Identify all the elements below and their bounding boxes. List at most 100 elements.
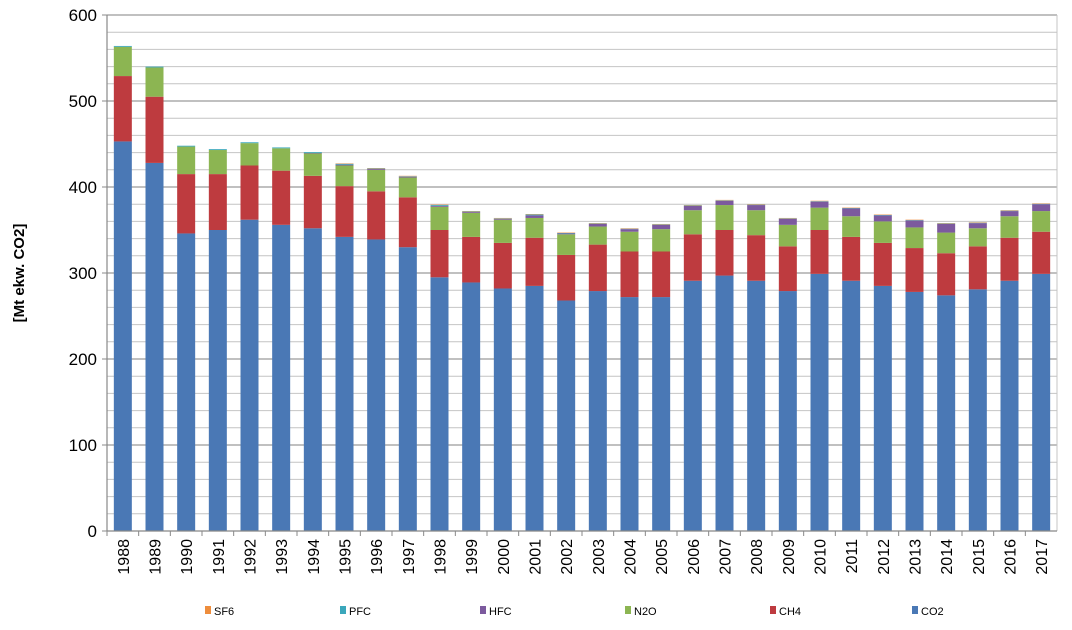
bar-co2-2013 — [906, 292, 924, 531]
x-tick-label: 2008 — [749, 539, 766, 575]
x-tick-label: 2003 — [591, 539, 608, 575]
bar-hfc-2014 — [937, 224, 955, 233]
x-tick-label: 1994 — [306, 539, 323, 575]
bar-n2o-1996 — [367, 170, 385, 192]
bar-hfc-2012 — [874, 215, 892, 221]
bar-co2-1989 — [146, 163, 164, 531]
bar-ch4-2005 — [652, 252, 670, 298]
bar-co2-1996 — [367, 239, 385, 531]
bar-n2o-1998 — [431, 207, 449, 230]
bar-ch4-2008 — [747, 235, 765, 281]
bar-co2-2014 — [937, 295, 955, 531]
bar-ch4-2010 — [811, 230, 829, 274]
bar-co2-2012 — [874, 286, 892, 531]
x-tick-label: 1993 — [274, 539, 291, 575]
bar-n2o-2015 — [969, 228, 987, 246]
bar-n2o-2007 — [716, 205, 734, 230]
y-tick-label: 0 — [88, 522, 97, 541]
x-tick-label: 1999 — [464, 539, 481, 575]
bar-co2-2011 — [842, 281, 860, 531]
bar-n2o-2000 — [494, 220, 512, 243]
bar-ch4-2012 — [874, 243, 892, 286]
bar-co2-2016 — [1001, 281, 1019, 531]
legend-swatch-co2 — [912, 606, 918, 614]
bar-ch4-2011 — [842, 237, 860, 281]
bar-co2-1993 — [272, 225, 290, 531]
legend-swatch-sf6 — [205, 606, 211, 614]
bar-n2o-2006 — [684, 210, 702, 234]
x-tick-label: 2016 — [1003, 539, 1020, 575]
bar-ch4-2003 — [589, 245, 607, 291]
bar-ch4-1997 — [399, 197, 417, 247]
bar-co2-2004 — [621, 297, 639, 531]
legend-label-hfc: HFC — [489, 606, 512, 618]
bar-n2o-1991 — [209, 150, 227, 174]
x-tick-label: 2013 — [908, 539, 925, 575]
bar-ch4-1988 — [114, 76, 132, 141]
bar-ch4-1990 — [177, 174, 195, 233]
legend-label-co2: CO2 — [921, 606, 944, 618]
bar-ch4-1996 — [367, 191, 385, 239]
bar-co2-2003 — [589, 291, 607, 531]
y-axis-label: [Mt ekw. CO2] — [11, 224, 28, 323]
bar-n2o-1994 — [304, 153, 322, 175]
bar-pfc-1995 — [336, 164, 354, 165]
bar-hfc-2000 — [494, 219, 512, 220]
bar-co2-2005 — [652, 297, 670, 531]
x-tick-label: 1992 — [243, 539, 260, 575]
x-tick-label: 2011 — [844, 539, 861, 574]
bar-hfc-1995 — [336, 165, 354, 166]
bar-n2o-1997 — [399, 178, 417, 198]
bar-ch4-2009 — [779, 246, 797, 291]
bar-n2o-1993 — [272, 148, 290, 170]
bar-pfc-1993 — [272, 147, 290, 148]
bar-co2-1998 — [431, 277, 449, 531]
bar-pfc-1989 — [146, 67, 164, 68]
bar-hfc-2010 — [811, 202, 829, 208]
y-tick-label: 100 — [69, 436, 97, 455]
bar-co2-1990 — [177, 233, 195, 531]
bar-hfc-2004 — [621, 229, 639, 232]
bar-n2o-2001 — [526, 218, 544, 238]
x-tick-label: 2002 — [559, 539, 576, 575]
bar-co2-1997 — [399, 247, 417, 531]
bar-n2o-1989 — [146, 67, 164, 96]
bar-ch4-1989 — [146, 97, 164, 163]
legend-label-pfc: PFC — [349, 606, 371, 618]
bar-n2o-2013 — [906, 227, 924, 248]
bar-co2-1992 — [241, 220, 259, 531]
bar-ch4-1993 — [272, 171, 290, 225]
bar-ch4-2001 — [526, 238, 544, 286]
x-tick-label: 2010 — [813, 539, 830, 575]
bar-hfc-2006 — [684, 206, 702, 210]
bar-n2o-2010 — [811, 208, 829, 230]
bar-n2o-1992 — [241, 143, 259, 165]
bar-co2-2009 — [779, 291, 797, 531]
bar-ch4-1998 — [431, 230, 449, 277]
bar-n2o-1988 — [114, 47, 132, 76]
x-tick-label: 1991 — [211, 539, 228, 575]
bar-ch4-2004 — [621, 252, 639, 298]
bar-ch4-2014 — [937, 253, 955, 295]
bar-hfc-1997 — [399, 177, 417, 178]
bar-hfc-2001 — [526, 215, 544, 218]
bar-hfc-2016 — [1001, 211, 1019, 216]
bar-n2o-2014 — [937, 233, 955, 254]
legend-label-n2o: N2O — [634, 606, 657, 618]
bar-ch4-2016 — [1001, 238, 1019, 281]
legend-swatch-ch4 — [770, 606, 776, 614]
bar-ch4-1991 — [209, 174, 227, 230]
bar-n2o-2011 — [842, 216, 860, 237]
x-tick-label: 2017 — [1034, 539, 1051, 575]
x-tick-label: 2004 — [623, 539, 640, 575]
legend-swatch-n2o — [625, 606, 631, 614]
x-tick-label: 2014 — [939, 539, 956, 575]
bar-hfc-2009 — [779, 219, 797, 225]
bar-pfc-1994 — [304, 152, 322, 153]
x-tick-label: 1990 — [179, 539, 196, 575]
legend-swatch-hfc — [480, 606, 486, 614]
bar-ch4-1999 — [462, 237, 480, 283]
legend-label-sf6: SF6 — [214, 606, 234, 618]
